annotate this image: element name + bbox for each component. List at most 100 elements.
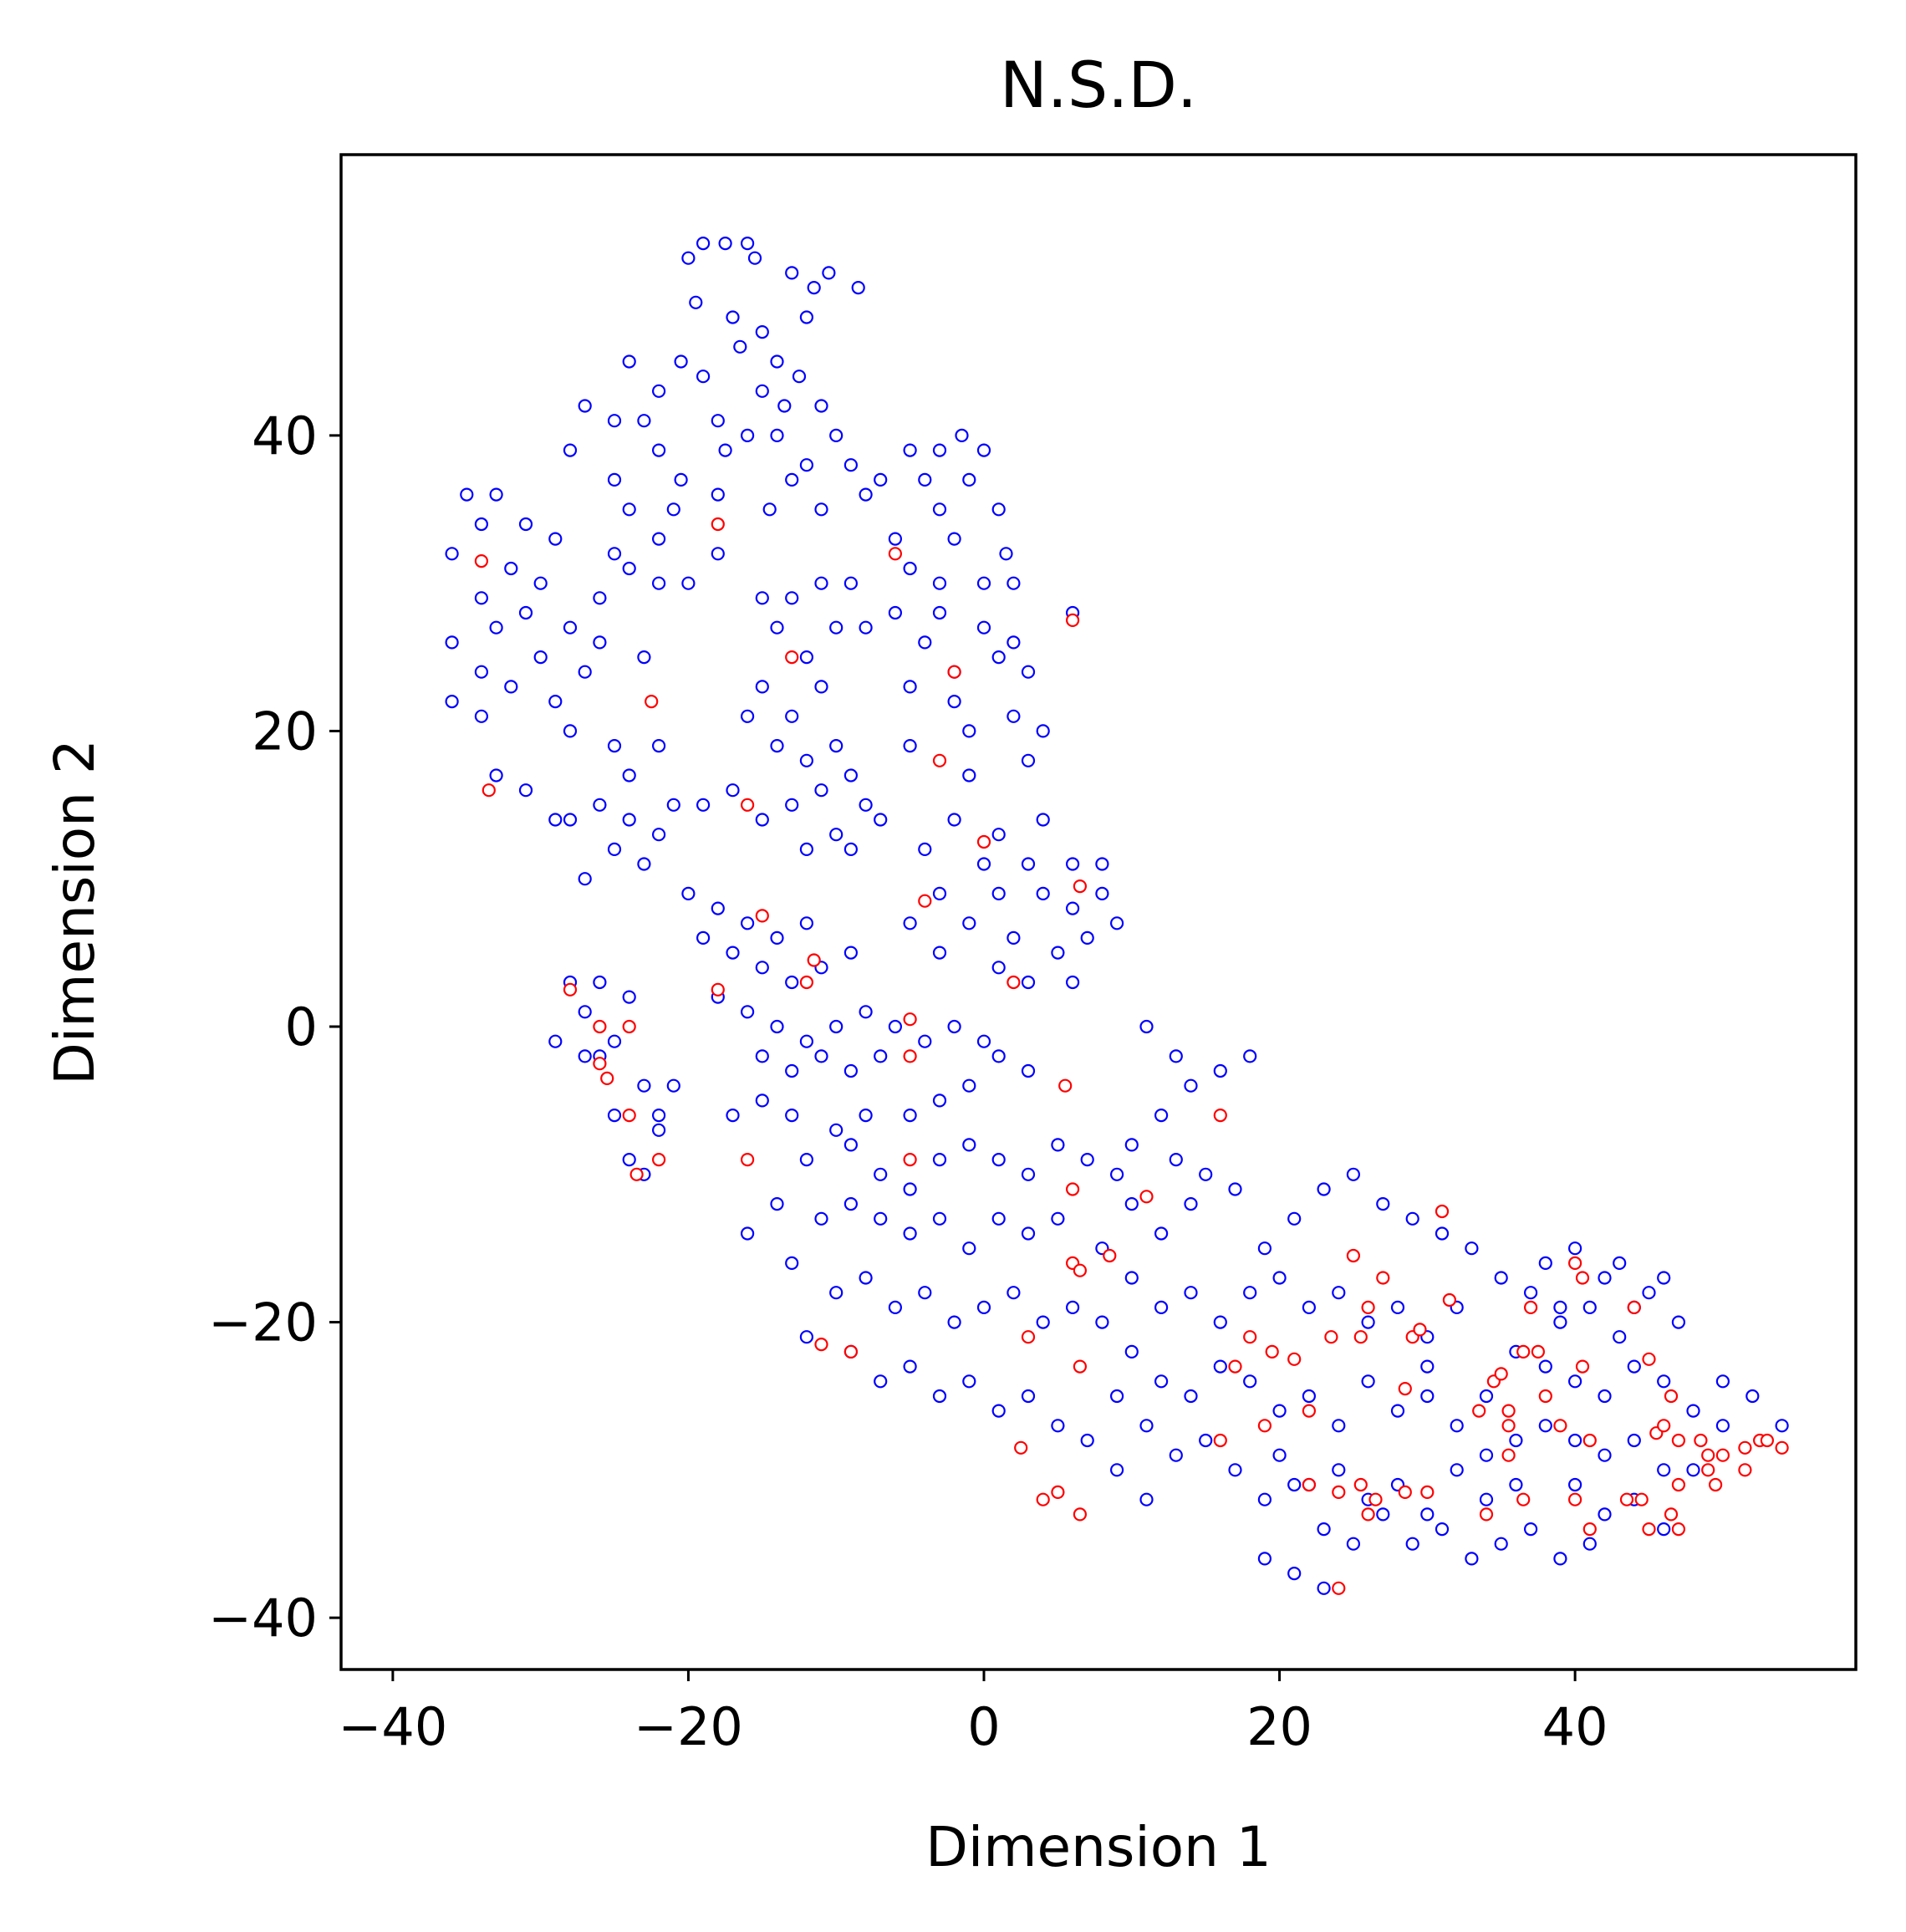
data-point-s0-276 [1184,1389,1198,1404]
data-point-s0-117 [474,709,489,723]
data-point-s1-44 [1073,1507,1088,1522]
data-point-s0-122 [651,532,666,546]
data-point-s1-99 [1671,1477,1686,1492]
data-point-s0-350 [1627,1359,1641,1374]
data-point-s0-169 [843,842,859,857]
data-point-s0-132 [622,768,636,782]
data-point-s0-87 [1036,886,1050,901]
data-point-s1-41 [1014,1440,1028,1455]
data-point-s0-107 [533,576,548,590]
data-point-s0-16 [792,370,807,384]
data-point-s0-280 [1169,1448,1183,1462]
data-point-s0-27 [740,428,755,443]
data-point-s0-273 [1095,1315,1109,1329]
data-point-s0-303 [1332,1286,1346,1300]
data-point-s0-349 [1598,1389,1612,1404]
data-point-s0-292 [1228,1182,1242,1196]
data-point-s1-38 [843,1344,859,1359]
data-point-s0-253 [578,1005,592,1019]
data-point-s1-91 [1642,1352,1656,1366]
data-point-s1-33 [1139,1190,1154,1204]
data-point-s0-40 [666,502,680,517]
data-point-s1-13 [918,894,932,908]
data-point-s0-158 [770,738,784,753]
data-point-s0-237 [1065,1300,1080,1315]
data-point-s1-51 [1302,1404,1317,1418]
data-point-s0-67 [991,650,1006,665]
data-point-s0-332 [1523,1522,1538,1537]
data-point-s1-25 [651,1152,666,1167]
data-point-s1-84 [1567,1492,1582,1506]
data-point-s0-34 [843,458,859,472]
data-point-s0-299 [1376,1196,1390,1211]
data-point-s1-92 [1634,1492,1649,1506]
data-point-s1-97 [1664,1507,1679,1522]
data-point-s0-248 [1109,1463,1124,1477]
data-point-s0-20 [755,384,769,398]
plot-frame [339,153,1858,1671]
data-point-s0-329 [1435,1522,1450,1537]
data-point-s1-15 [799,975,814,990]
data-point-s0-61 [932,605,947,620]
data-point-s0-360 [1657,1522,1671,1537]
data-point-s1-16 [807,953,821,967]
x-axis-title: Dimension 1 [925,1815,1272,1879]
data-point-s0-37 [785,472,799,487]
data-point-s0-313 [1420,1389,1435,1404]
data-point-s0-256 [637,1078,651,1093]
data-point-s0-241 [903,1359,917,1374]
data-point-s1-31 [1058,1078,1073,1093]
data-point-s0-12 [755,325,769,339]
data-point-s1-89 [1619,1492,1634,1506]
y-tick-label: 20 [252,701,318,762]
data-point-s0-351 [1657,1374,1671,1389]
data-point-s0-281 [1199,1433,1213,1448]
points-layer [445,237,1789,1595]
data-point-s0-378 [1598,1271,1612,1285]
y-tick-label: −20 [208,1292,318,1353]
data-point-s0-26 [578,399,592,413]
data-point-s0-115 [445,694,459,709]
data-point-s1-37 [814,1337,828,1352]
data-point-s0-177 [755,961,769,975]
data-point-s1-98 [1671,1433,1686,1448]
data-point-s0-128 [637,650,651,665]
data-point-s0-246 [1051,1419,1065,1433]
data-point-s0-226 [1021,1226,1036,1241]
data-point-s1-62 [1368,1492,1383,1506]
data-point-s0-18 [622,354,636,369]
data-point-s1-69 [1398,1485,1412,1500]
data-point-s1-28 [903,1012,917,1027]
data-point-s0-296 [1287,1211,1302,1226]
data-point-s0-112 [533,650,548,665]
data-point-s0-45 [903,443,917,457]
data-point-s0-211 [962,1138,976,1152]
data-point-s0-127 [593,635,607,650]
data-point-s0-156 [785,709,799,723]
data-point-s0-17 [696,370,711,384]
data-point-s1-58 [1361,1300,1375,1315]
data-point-s0-277 [1213,1359,1227,1374]
data-point-s0-301 [1272,1271,1287,1285]
data-point-s0-235 [1007,1286,1021,1300]
data-point-s0-124 [651,576,666,590]
data-point-s0-175 [696,930,711,946]
data-point-s1-101 [1694,1433,1708,1448]
data-point-s0-330 [1465,1552,1479,1566]
data-point-s0-137 [696,798,711,812]
data-point-s0-354 [1598,1448,1612,1462]
data-point-s0-210 [932,1152,947,1167]
data-point-s0-215 [1080,1152,1094,1167]
data-point-s1-67 [1435,1204,1450,1219]
data-point-s0-195 [976,1034,991,1048]
data-point-s0-114 [504,680,518,694]
data-point-s1-46 [1243,1330,1257,1344]
data-point-s0-69 [903,680,917,694]
data-point-s0-7 [807,281,821,295]
data-point-s0-376 [1657,1271,1671,1285]
data-point-s0-39 [622,502,636,517]
data-point-s0-344 [1582,1300,1597,1315]
data-point-s0-316 [1272,1448,1287,1462]
data-point-s0-41 [711,487,725,502]
data-point-s0-266 [1154,1226,1169,1241]
